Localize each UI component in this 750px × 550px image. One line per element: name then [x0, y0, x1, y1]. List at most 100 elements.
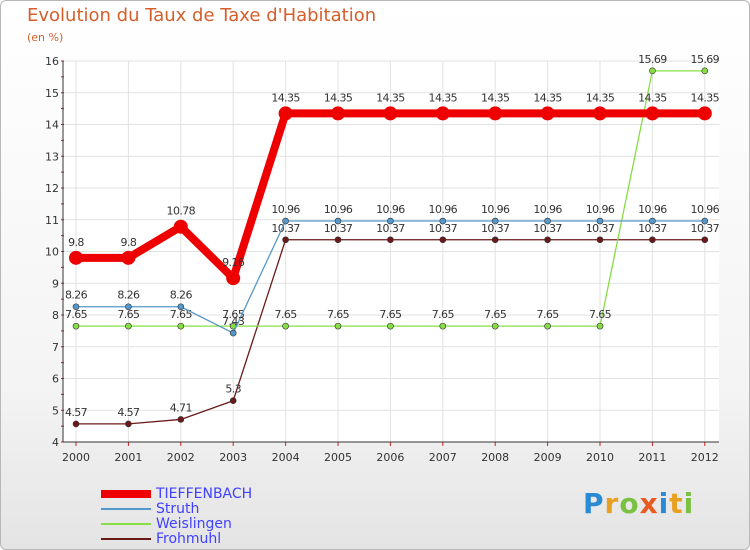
data-label-frohmuhl: 10.37	[533, 222, 562, 235]
data-label-frohmuhl: 4.57	[117, 406, 140, 419]
data-label-frohmuhl: 10.37	[586, 222, 615, 235]
data-label-tieffenbach: 14.35	[271, 91, 300, 104]
data-label-weislingen: 7.65	[379, 308, 402, 321]
data-point-struth	[72, 303, 80, 311]
data-point-weislingen	[439, 322, 447, 330]
y-tick-label: 13	[45, 150, 59, 163]
data-label-struth: 8.26	[65, 289, 88, 302]
data-point-tieffenbach	[331, 106, 345, 121]
chart-title: Evolution du Taux de Taxe d'Habitation	[27, 5, 377, 26]
data-label-struth: 10.96	[586, 203, 615, 216]
data-label-frohmuhl: 10.37	[429, 222, 458, 235]
data-point-struth	[334, 217, 342, 225]
data-point-tieffenbach	[383, 106, 398, 121]
data-point-weislingen	[596, 322, 604, 330]
data-label-tieffenbach: 14.35	[533, 91, 562, 104]
data-point-tieffenbach	[278, 106, 293, 121]
x-tick-label: 2001	[114, 451, 142, 464]
data-label-struth: 10.96	[481, 203, 510, 216]
data-label-weislingen: 15.69	[638, 53, 667, 66]
x-tick-label: 2006	[376, 451, 404, 464]
data-point-struth	[229, 329, 237, 337]
y-tick-label: 5	[52, 404, 59, 417]
data-point-frohmuhl	[177, 416, 185, 423]
data-label-struth: 10.96	[429, 203, 458, 216]
data-point-struth	[387, 217, 394, 225]
x-tick-label: 2010	[586, 451, 614, 464]
y-tick-label: 11	[45, 214, 59, 227]
legend-label: TIEFFENBACH	[156, 486, 253, 502]
logo-letter: i	[683, 487, 695, 520]
data-label-weislingen: 7.65	[589, 308, 612, 321]
logo-letter: t	[669, 487, 684, 520]
data-point-struth	[596, 217, 604, 225]
data-point-weislingen	[72, 322, 80, 330]
data-label-tieffenbach: 14.35	[638, 91, 667, 104]
data-label-frohmuhl: 10.37	[481, 222, 510, 235]
data-point-frohmuhl	[387, 236, 394, 244]
data-label-frohmuhl: 10.37	[271, 222, 300, 235]
data-point-struth	[491, 217, 499, 225]
data-point-weislingen	[491, 322, 499, 330]
data-point-struth	[439, 217, 447, 225]
data-point-frohmuhl	[229, 397, 237, 405]
x-tick-label: 2011	[638, 451, 666, 464]
data-label-frohmuhl: 4.57	[65, 406, 88, 419]
data-label-frohmuhl: 10.37	[638, 222, 667, 235]
data-label-struth: 10.96	[691, 203, 720, 216]
data-label-tieffenbach: 14.35	[481, 91, 510, 104]
chart-subtitle: (en %)	[27, 31, 64, 44]
data-label-tieffenbach: 9.16	[222, 256, 245, 269]
data-label-tieffenbach: 14.35	[376, 91, 405, 104]
data-label-tieffenbach: 10.78	[167, 205, 196, 218]
x-tick-label: 2002	[167, 451, 195, 464]
x-tick-label: 2007	[429, 451, 457, 464]
x-tick-label: 2009	[534, 451, 562, 464]
data-point-tieffenbach	[435, 106, 450, 121]
data-label-tieffenbach: 9.8	[68, 236, 84, 249]
data-point-tieffenbach	[173, 219, 188, 234]
data-point-struth	[125, 303, 132, 311]
logo-letter: r	[604, 487, 620, 520]
logo-letter: i	[658, 487, 670, 520]
legend-item-frohmuhl: Frohmuhl	[101, 531, 321, 547]
y-tick-label: 16	[45, 55, 59, 68]
x-tick-label: 2003	[219, 451, 247, 464]
y-tick-label: 14	[45, 119, 59, 132]
data-point-tieffenbach	[593, 106, 607, 121]
y-tick-label: 4	[52, 436, 59, 449]
data-label-weislingen: 7.65	[484, 308, 507, 321]
data-point-tieffenbach	[226, 271, 241, 286]
data-label-struth: 10.96	[324, 203, 353, 216]
data-point-frohmuhl	[701, 236, 709, 244]
data-label-tieffenbach: 14.35	[429, 91, 458, 104]
data-point-frohmuhl	[72, 420, 80, 428]
data-point-frohmuhl	[491, 236, 499, 244]
data-point-frohmuhl	[125, 420, 132, 428]
legend-item-tieffenbach: TIEFFENBACH	[101, 486, 321, 502]
y-tick-label: 10	[45, 246, 59, 259]
data-point-tieffenbach	[488, 106, 503, 121]
data-point-frohmuhl	[544, 236, 551, 244]
data-label-struth: 8.26	[117, 289, 140, 302]
data-point-tieffenbach	[540, 106, 555, 121]
data-point-weislingen	[334, 322, 342, 330]
data-label-struth: 10.96	[638, 203, 667, 216]
y-tick-label: 15	[45, 87, 59, 100]
proxiti-logo: Proxiti	[583, 487, 694, 520]
data-point-weislingen	[282, 322, 289, 330]
data-label-struth: 7.43	[222, 315, 245, 328]
data-label-frohmuhl: 10.37	[324, 222, 353, 235]
data-point-struth	[544, 217, 551, 225]
x-tick-label: 2012	[691, 451, 719, 464]
data-label-weislingen: 7.65	[327, 308, 350, 321]
legend-swatch	[101, 508, 151, 510]
y-tick-label: 7	[52, 341, 59, 354]
data-label-weislingen: 7.65	[275, 308, 298, 321]
data-label-struth: 8.26	[170, 289, 193, 302]
data-label-tieffenbach: 14.35	[586, 91, 615, 104]
data-point-tieffenbach	[121, 250, 136, 265]
legend-item-weislingen: Weislingen	[101, 516, 321, 532]
x-tick-label: 2000	[62, 451, 90, 464]
